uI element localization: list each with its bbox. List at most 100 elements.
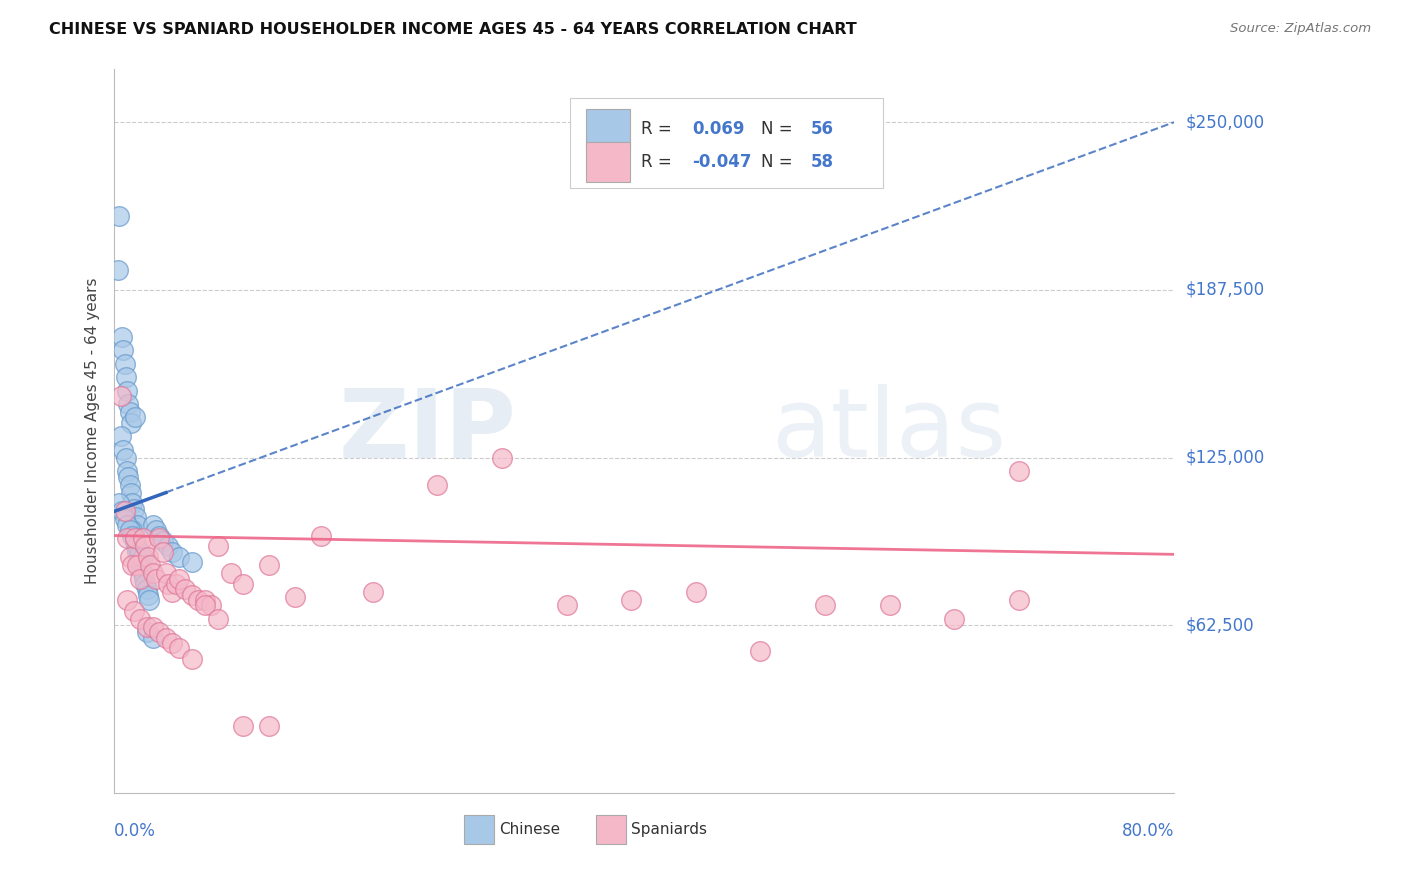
Point bbox=[115, 384, 138, 398]
Point bbox=[125, 539, 148, 553]
Point bbox=[165, 577, 187, 591]
Point bbox=[162, 544, 184, 558]
Point bbox=[138, 593, 160, 607]
Point bbox=[142, 631, 165, 645]
Point bbox=[134, 539, 156, 553]
Point bbox=[167, 641, 190, 656]
Point bbox=[108, 209, 131, 223]
Point bbox=[121, 558, 143, 573]
Y-axis label: Householder Income Ages 45 - 64 years: Householder Income Ages 45 - 64 years bbox=[86, 277, 100, 584]
Text: CHINESE VS SPANIARD HOUSEHOLDER INCOME AGES 45 - 64 YEARS CORRELATION CHART: CHINESE VS SPANIARD HOUSEHOLDER INCOME A… bbox=[49, 22, 858, 37]
Point bbox=[943, 612, 966, 626]
Point bbox=[124, 533, 146, 548]
Text: atlas: atlas bbox=[772, 384, 1007, 477]
Point bbox=[1008, 464, 1031, 478]
Point bbox=[207, 612, 229, 626]
Point bbox=[125, 509, 148, 524]
Point bbox=[879, 599, 901, 613]
Point bbox=[108, 496, 131, 510]
Point bbox=[122, 528, 145, 542]
Point bbox=[115, 464, 138, 478]
Point bbox=[115, 593, 138, 607]
Point bbox=[127, 544, 149, 558]
Point bbox=[112, 343, 135, 358]
Point bbox=[111, 330, 134, 344]
Point bbox=[749, 644, 772, 658]
Point bbox=[121, 496, 143, 510]
Point bbox=[114, 370, 136, 384]
Point bbox=[135, 625, 157, 640]
Point bbox=[121, 523, 143, 537]
FancyBboxPatch shape bbox=[464, 815, 494, 844]
Text: 58: 58 bbox=[810, 153, 834, 171]
Point bbox=[118, 549, 141, 564]
Point bbox=[110, 429, 132, 443]
Point bbox=[1008, 593, 1031, 607]
Text: 0.0%: 0.0% bbox=[114, 822, 156, 840]
Point bbox=[148, 625, 170, 640]
Point bbox=[426, 477, 449, 491]
Point bbox=[129, 555, 152, 569]
Point bbox=[118, 523, 141, 537]
Point bbox=[114, 504, 136, 518]
Point bbox=[152, 533, 174, 548]
FancyBboxPatch shape bbox=[596, 815, 626, 844]
Point bbox=[136, 588, 159, 602]
Point bbox=[207, 539, 229, 553]
Point bbox=[180, 652, 202, 666]
Point bbox=[145, 572, 167, 586]
Point bbox=[115, 517, 138, 532]
Point bbox=[148, 531, 170, 545]
Point bbox=[259, 558, 281, 573]
Point bbox=[107, 263, 129, 277]
Point bbox=[120, 485, 142, 500]
Point bbox=[124, 531, 146, 545]
Point bbox=[162, 585, 184, 599]
Point bbox=[142, 620, 165, 634]
Point bbox=[148, 528, 170, 542]
Point bbox=[685, 585, 707, 599]
Point bbox=[155, 631, 177, 645]
Point bbox=[131, 561, 153, 575]
Point bbox=[162, 636, 184, 650]
Text: $187,500: $187,500 bbox=[1185, 281, 1264, 299]
Point bbox=[115, 531, 138, 545]
Point bbox=[114, 357, 136, 371]
Point bbox=[122, 604, 145, 618]
Point bbox=[142, 517, 165, 532]
Point bbox=[174, 582, 197, 597]
Point bbox=[118, 477, 141, 491]
Text: 0.069: 0.069 bbox=[692, 120, 744, 137]
Point bbox=[124, 533, 146, 548]
Point bbox=[135, 620, 157, 634]
Point bbox=[129, 612, 152, 626]
Point bbox=[120, 416, 142, 430]
Point bbox=[232, 719, 254, 733]
Point bbox=[194, 593, 217, 607]
Point bbox=[187, 593, 209, 607]
Text: $125,000: $125,000 bbox=[1185, 449, 1264, 467]
Point bbox=[114, 450, 136, 465]
Point bbox=[814, 599, 837, 613]
Point bbox=[131, 531, 153, 545]
Point bbox=[139, 558, 162, 573]
Point bbox=[232, 577, 254, 591]
Point bbox=[131, 566, 153, 581]
Point bbox=[491, 450, 513, 465]
Text: R =: R = bbox=[641, 120, 676, 137]
Point bbox=[155, 566, 177, 581]
Point bbox=[128, 549, 150, 564]
Point bbox=[361, 585, 384, 599]
Point bbox=[114, 512, 136, 526]
Text: N =: N = bbox=[761, 153, 797, 171]
Point bbox=[194, 599, 217, 613]
Text: ZIP: ZIP bbox=[339, 384, 517, 477]
Point bbox=[111, 504, 134, 518]
Point bbox=[110, 389, 132, 403]
Point bbox=[127, 558, 149, 573]
Point bbox=[135, 582, 157, 597]
Point bbox=[142, 566, 165, 581]
Point bbox=[145, 523, 167, 537]
Point bbox=[117, 469, 139, 483]
Point bbox=[620, 593, 643, 607]
